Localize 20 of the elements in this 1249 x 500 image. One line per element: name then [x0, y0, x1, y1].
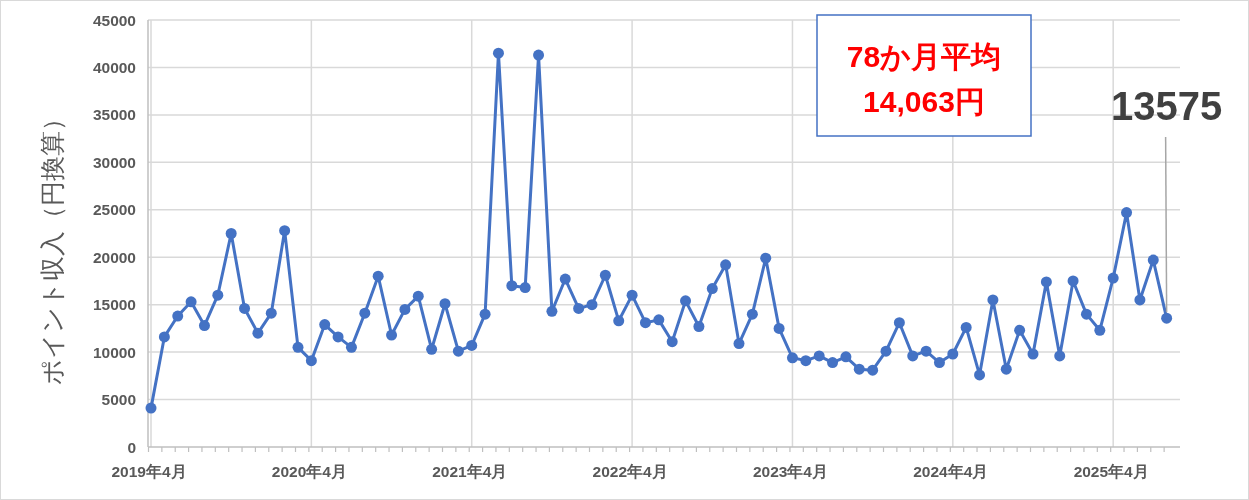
- y-tick-label: 30000: [92, 153, 136, 171]
- y-tick-label: 40000: [92, 58, 136, 76]
- y-tick-label: 35000: [92, 106, 136, 124]
- y-axis-title: ポイント収入（円換算）: [38, 105, 66, 385]
- x-tick-label: 2021年4月: [432, 463, 508, 480]
- x-tick-label: 2025年4月: [1073, 463, 1149, 480]
- x-tick-label: 2023年4月: [752, 463, 829, 480]
- y-tick-label: 45000: [92, 11, 136, 29]
- y-tick-label: 0: [127, 438, 136, 456]
- x-tick-label: 2020年4月: [271, 463, 347, 480]
- y-tick-label: 10000: [92, 343, 136, 361]
- x-tick-label: 2024年4月: [913, 463, 989, 480]
- y-tick-label: 25000: [92, 201, 136, 219]
- annotation: 78か月平均 14,063円: [846, 40, 1002, 118]
- data-label: 13575: [1111, 84, 1223, 128]
- y-tick-label: 5000: [101, 391, 136, 409]
- y-tick-label: 15000: [92, 296, 136, 314]
- x-tick-label: 2019年4月: [111, 463, 187, 480]
- x-tick-label: 2022年4月: [592, 463, 668, 480]
- y-tick-label: 20000: [92, 248, 136, 266]
